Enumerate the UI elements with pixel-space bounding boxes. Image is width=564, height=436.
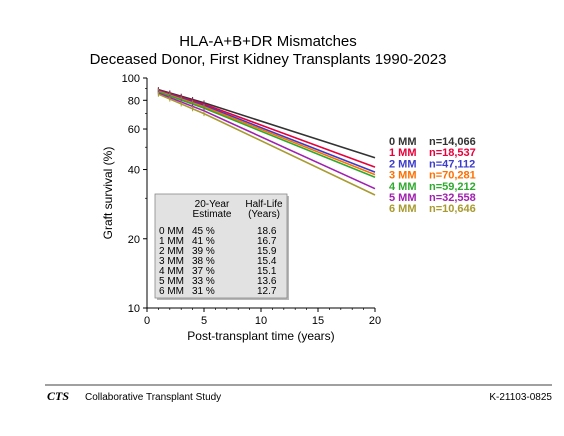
legend-count: n=59,212 [429,181,476,193]
legend-count: n=32,558 [429,192,476,204]
x-tick-label: 15 [312,315,324,327]
table-cell-group: 3 MM [159,256,184,267]
chart-title: HLA-A+B+DR Mismatches [179,33,357,50]
y-tick-label: 100 [122,73,140,85]
legend-count: n=18,537 [429,147,476,159]
legend: 0 MM n=14,066 1 MM n=18,537 2 MM n=47,112 3 MM… [389,136,476,215]
table-cell-halflife: 13.6 [257,276,277,287]
table-cell-halflife: 16.7 [257,236,277,247]
x-tick-label: 0 [144,315,150,327]
y-axis-title: Graft survival (%) [101,147,115,240]
legend-label: 3 MM [389,170,417,182]
x-tick-label: 20 [369,315,381,327]
table-cell-estimate: 33 % [192,276,215,287]
table-header-halflife: Half-Life [245,199,283,210]
legend-count: n=70,281 [429,170,476,182]
table-cell-estimate: 37 % [192,266,215,277]
table-cell-halflife: 15.1 [257,266,277,277]
table-cell-halflife: 12.7 [257,286,277,297]
x-tick-label: 10 [255,315,267,327]
y-tick-label: 10 [128,303,140,315]
legend-label: 5 MM [389,192,417,204]
legend-count: n=47,112 [429,158,475,170]
series-lines [157,87,376,196]
legend-count: n=10,646 [429,203,476,215]
table-cell-estimate: 31 % [192,286,215,297]
table-cell-group: 0 MM [159,226,184,237]
table-cell-group: 1 MM [159,236,184,247]
y-tick-label: 80 [128,95,140,107]
legend-label: 6 MM [389,203,417,215]
legend-label: 2 MM [389,158,417,170]
table-cell-group: 4 MM [159,266,184,277]
table-cell-estimate: 38 % [192,256,215,267]
table-cell-group: 5 MM [159,276,184,287]
y-tick-label: 40 [128,165,140,177]
table-cell-estimate: 45 % [192,226,215,237]
y-tick-label: 20 [128,234,140,246]
table-cell-halflife: 15.4 [257,256,277,267]
table-header-estimate: 20-Year [195,199,230,210]
chart-subtitle: Deceased Donor, First Kidney Transplants… [90,51,447,68]
y-tick-label: 60 [128,124,140,136]
table-cell-estimate: 39 % [192,246,215,257]
table-cell-halflife: 18.6 [257,226,277,237]
table-cell-group: 2 MM [159,246,184,257]
series-line [158,91,376,179]
table-cell-halflife: 15.9 [257,246,277,257]
table-cell-estimate: 41 % [192,236,215,247]
legend-label: 0 MM [389,136,417,148]
table-header-estimate: Estimate [193,209,232,220]
legend-count: n=14,066 [429,136,476,148]
table-box [154,193,288,299]
table-cell-group: 6 MM [159,286,184,297]
series-line [158,93,376,196]
x-axis-title: Post-transplant time (years) [187,329,334,343]
legend-label: 1 MM [389,147,417,159]
x-tick-label: 5 [201,315,207,327]
footer-logo: CTS [47,389,69,403]
footer-org: Collaborative Transplant Study [85,392,221,403]
legend-label: 4 MM [389,181,417,193]
axes: 0 5 10 15 20 10 20 40 60 80 100 Post-transplant tim… [101,73,381,343]
footer-code: K-21103-0825 [489,392,552,403]
table-header-halflife: (Years) [248,209,280,220]
